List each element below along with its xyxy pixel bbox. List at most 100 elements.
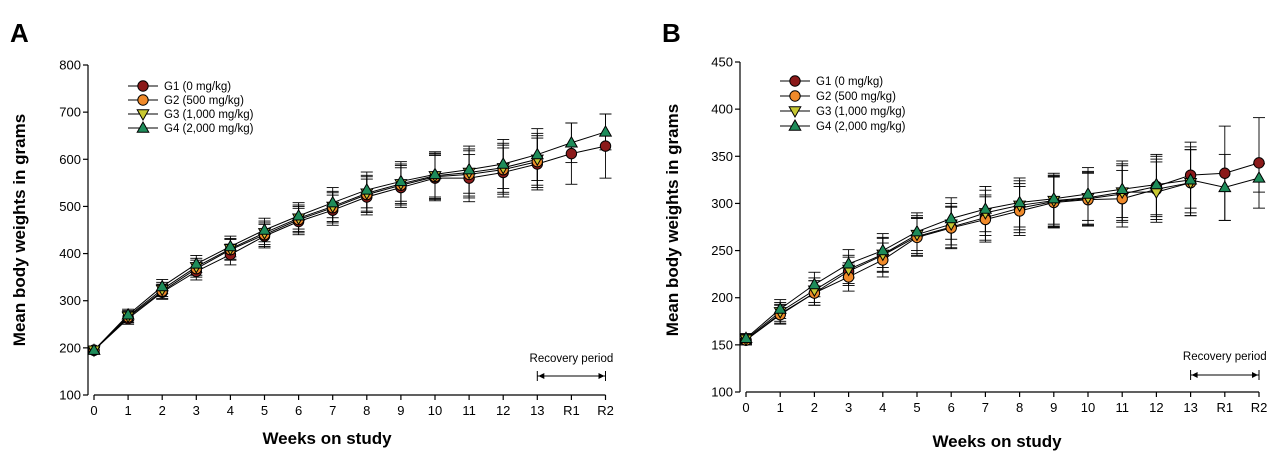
x-tick-label-b: 6 — [948, 400, 955, 415]
y-axis-title-a: Mean body weights in grams — [10, 114, 29, 346]
x-tick-label-a: 2 — [159, 403, 166, 418]
data-point-b-4 — [944, 211, 958, 224]
data-point-b-4 — [841, 256, 856, 269]
x-tick-label-b: 10 — [1081, 400, 1095, 415]
legend-marker-b — [788, 106, 802, 119]
data-point-a-4 — [496, 156, 510, 169]
data-point-a-4 — [428, 167, 442, 180]
data-point-a-4 — [564, 135, 579, 148]
x-tick-label-b: R2 — [1251, 400, 1268, 415]
x-tick-label-b: R1 — [1216, 400, 1233, 415]
legend-marker-a — [137, 80, 149, 92]
recovery-period-label-a: Recovery period — [530, 353, 614, 365]
y-tick-label-b: 450 — [711, 55, 733, 70]
y-tick-label-b: 350 — [711, 149, 733, 164]
series-line-b-1 — [745, 162, 1260, 341]
x-tick-label-a: 3 — [193, 403, 200, 418]
y-tick-label-b: 200 — [711, 290, 733, 305]
data-point-a-4 — [121, 307, 135, 320]
x-tick-label-b: 9 — [1050, 400, 1057, 415]
y-tick-label-b: 150 — [711, 337, 733, 352]
legend-label-b: G3 (1,000 mg/kg) — [816, 106, 906, 118]
y-tick-label-a: 800 — [59, 58, 81, 73]
recovery-period-label-b: Recovery period — [1183, 351, 1267, 363]
legend-label-a: G3 (1,000 mg/kg) — [164, 109, 254, 121]
series-line-a-4 — [93, 131, 606, 351]
data-point-a-4 — [291, 208, 306, 221]
data-point-b-4 — [807, 277, 822, 290]
legend-marker-b — [788, 118, 802, 131]
legend-marker-a — [136, 109, 150, 122]
y-tick-label-b: 400 — [711, 102, 733, 117]
x-tick-label-a: 4 — [227, 403, 234, 418]
data-point-a-4 — [326, 195, 340, 208]
x-axis-title-b: Weeks on study — [932, 432, 1062, 451]
y-tick-label-a: 600 — [59, 152, 81, 167]
legend-label-a: G1 (0 mg/kg) — [164, 81, 231, 93]
data-point-b-4 — [739, 331, 753, 343]
x-tick-label-a: 7 — [329, 403, 336, 418]
data-point-a-4 — [530, 147, 544, 160]
x-tick-label-a: 9 — [397, 403, 404, 418]
legend-label-a: G4 (2,000 mg/kg) — [164, 123, 254, 135]
x-tick-label-b: 11 — [1115, 400, 1129, 415]
x-tick-label-a: 1 — [124, 403, 131, 418]
data-point-b-1 — [1219, 167, 1231, 179]
x-tick-label-a: 10 — [428, 403, 442, 418]
y-tick-label-a: 100 — [59, 388, 81, 403]
legend-marker-b — [789, 90, 801, 102]
x-tick-label-a: R2 — [597, 403, 614, 418]
data-point-a-4 — [360, 182, 374, 195]
x-tick-label-b: 1 — [777, 400, 784, 415]
y-tick-label-a: 700 — [59, 105, 81, 120]
data-point-b-4 — [773, 302, 787, 314]
x-tick-label-a: R1 — [563, 403, 580, 418]
data-point-a-4 — [223, 239, 238, 252]
recovery-arrow-b — [1191, 372, 1198, 378]
x-tick-label-b: 2 — [811, 400, 818, 415]
data-point-a-4 — [87, 343, 101, 355]
x-tick-label-b: 4 — [879, 400, 886, 415]
x-tick-label-b: 12 — [1149, 400, 1163, 415]
legend-label-b: G2 (500 mg/kg) — [816, 91, 896, 103]
y-tick-label-a: 500 — [59, 199, 81, 214]
legend-label-b: G1 (0 mg/kg) — [816, 76, 883, 88]
legend-label-a: G2 (500 mg/kg) — [164, 95, 244, 107]
x-tick-label-b: 8 — [1016, 400, 1023, 415]
panel-letter-b: B — [662, 18, 681, 48]
panel-letter-a: A — [10, 18, 29, 48]
series-line-a-1 — [93, 145, 606, 351]
data-point-a-4 — [155, 279, 169, 292]
x-tick-label-a: 5 — [261, 403, 268, 418]
x-tick-label-a: 6 — [295, 403, 302, 418]
data-point-b-4 — [1115, 182, 1129, 194]
series-line-b-3 — [745, 182, 1191, 340]
data-point-b-4 — [1183, 172, 1198, 185]
data-point-b-4 — [1252, 170, 1266, 183]
data-point-a-1 — [565, 147, 578, 160]
data-point-b-4 — [978, 202, 993, 214]
x-tick-label-a: 11 — [462, 403, 476, 418]
x-tick-label-b: 7 — [982, 400, 989, 415]
x-tick-label-a: 8 — [363, 403, 370, 418]
x-tick-label-b: 3 — [845, 400, 852, 415]
recovery-arrow-b — [1252, 372, 1258, 378]
data-point-b-4 — [1012, 195, 1027, 208]
x-axis-title-a: Weeks on study — [262, 429, 392, 448]
data-point-a-4 — [189, 256, 203, 269]
recovery-arrow-a — [598, 373, 605, 379]
data-point-b-4 — [1149, 177, 1164, 190]
y-axis-title-b: Mean body weights in grams — [663, 104, 682, 336]
y-tick-label-b: 250 — [711, 243, 733, 258]
data-point-a-4 — [462, 162, 476, 175]
data-point-a-4 — [598, 124, 613, 137]
recovery-arrow-a — [538, 373, 545, 379]
data-point-b-1 — [1253, 157, 1265, 169]
data-point-b-4 — [910, 224, 924, 237]
y-tick-label-b: 100 — [711, 385, 733, 400]
x-tick-label-b: 5 — [913, 400, 920, 415]
data-point-b-4 — [1218, 180, 1232, 193]
